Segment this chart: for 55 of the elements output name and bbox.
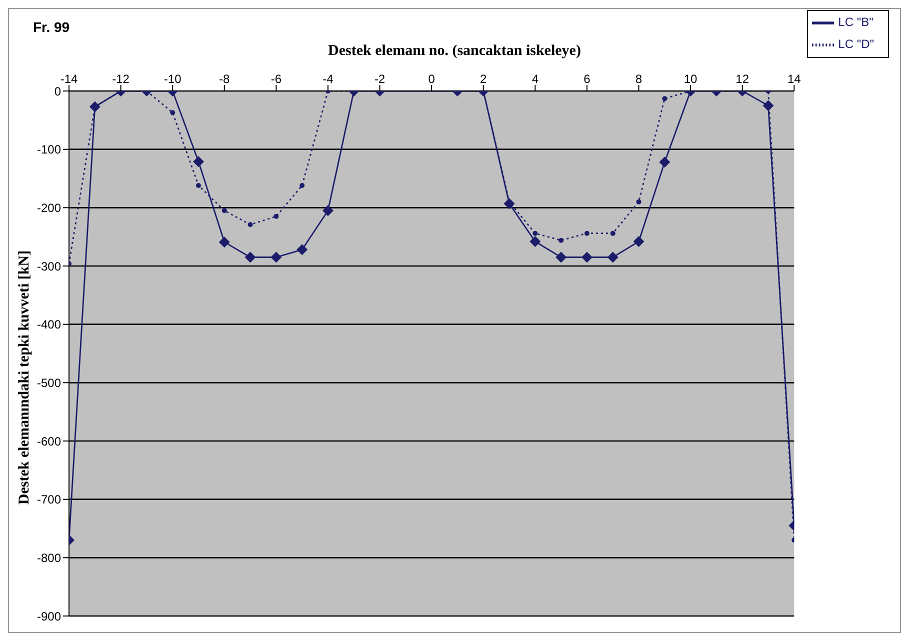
x-tick-label: -6 (270, 72, 282, 86)
point (244, 252, 256, 263)
point (300, 183, 305, 188)
point (170, 110, 176, 116)
point (762, 100, 774, 112)
point (530, 236, 541, 247)
y-tick-label: 0 (54, 84, 62, 98)
point (659, 156, 670, 168)
point (636, 199, 642, 204)
x-tick-label: 4 (532, 72, 539, 86)
y-tick-label: -700 (36, 492, 62, 507)
point (532, 230, 538, 236)
x-tick-label: -12 (112, 72, 130, 86)
x-tick-label: -14 (60, 72, 78, 86)
point (581, 252, 592, 263)
point (296, 244, 308, 256)
y-tick-label: -300 (36, 259, 62, 274)
x-tick-label: 6 (584, 72, 591, 86)
x-tick-label: -4 (322, 72, 334, 86)
y-tick-label: -100 (36, 142, 62, 157)
point (607, 252, 618, 263)
y-axis-title: Destek elemanındaki tepki kuvveti [kN] (16, 250, 34, 504)
y-tick-label: -500 (36, 376, 62, 390)
y-tick-label: -200 (36, 200, 62, 215)
y-tick-label: -900 (36, 609, 62, 624)
point (610, 230, 616, 236)
x-tick-label: -10 (164, 72, 182, 86)
point (322, 205, 334, 216)
point (218, 236, 230, 248)
point (248, 222, 253, 228)
y-tick-label: -400 (36, 318, 62, 332)
point (662, 96, 668, 102)
point (556, 252, 567, 263)
x-tick-label: 2 (480, 72, 488, 86)
point (196, 183, 201, 188)
point (584, 230, 590, 236)
x-tick-label: -8 (219, 72, 230, 86)
x-tick-label: 10 (684, 72, 698, 86)
point (192, 156, 204, 168)
x-tick-label: -2 (374, 72, 386, 86)
point (558, 238, 564, 243)
point (270, 252, 282, 263)
legend-label: LC "D" (838, 37, 874, 52)
point (274, 214, 279, 219)
legend-label: LC "B" (838, 15, 874, 30)
x-tick-label: 8 (635, 72, 642, 86)
point (633, 236, 644, 247)
x-axis-title: Destek elemanı no. (sancaktan iskeleye) (328, 43, 581, 59)
chart-title: Fr. 99 (33, 19, 70, 35)
y-tick-label: -800 (36, 550, 62, 565)
x-tick-label: 12 (736, 72, 750, 86)
x-tick-label: 14 (787, 72, 802, 86)
x-tick-label: 0 (428, 72, 436, 86)
y-tick-label: -600 (36, 434, 62, 448)
point (222, 208, 227, 214)
